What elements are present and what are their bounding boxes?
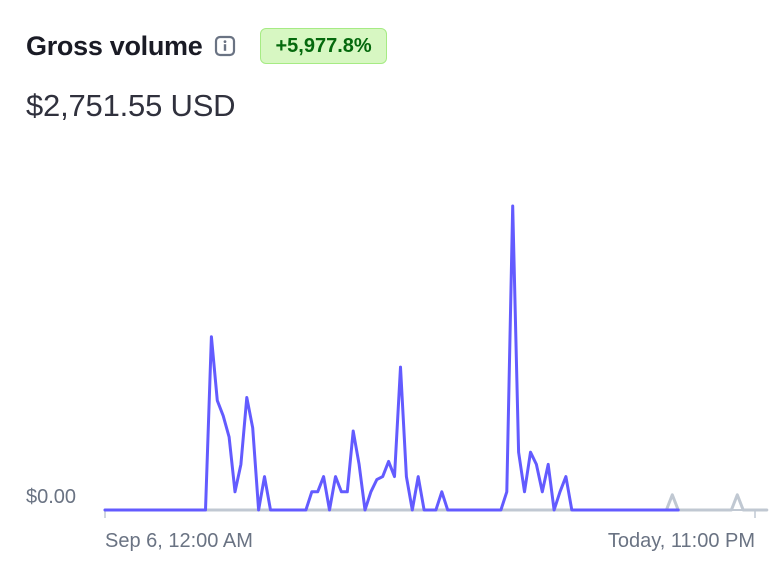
chart-header: Gross volume +5,977.8% [26, 28, 387, 64]
y-tick-label-zero: $0.00 [26, 486, 76, 508]
series-layer [103, 204, 769, 512]
x-tick-label-end: Today, 11:00 PM [608, 530, 755, 552]
info-icon[interactable] [214, 35, 236, 57]
chart-title: Gross volume [26, 30, 203, 61]
change-badge: +5,977.8% [260, 28, 387, 64]
x-tick-label-start: Sep 6, 12:00 AM [105, 530, 253, 552]
gross-volume-amount: $2,751.55 USD [26, 88, 236, 123]
current-series-line [103, 204, 680, 512]
